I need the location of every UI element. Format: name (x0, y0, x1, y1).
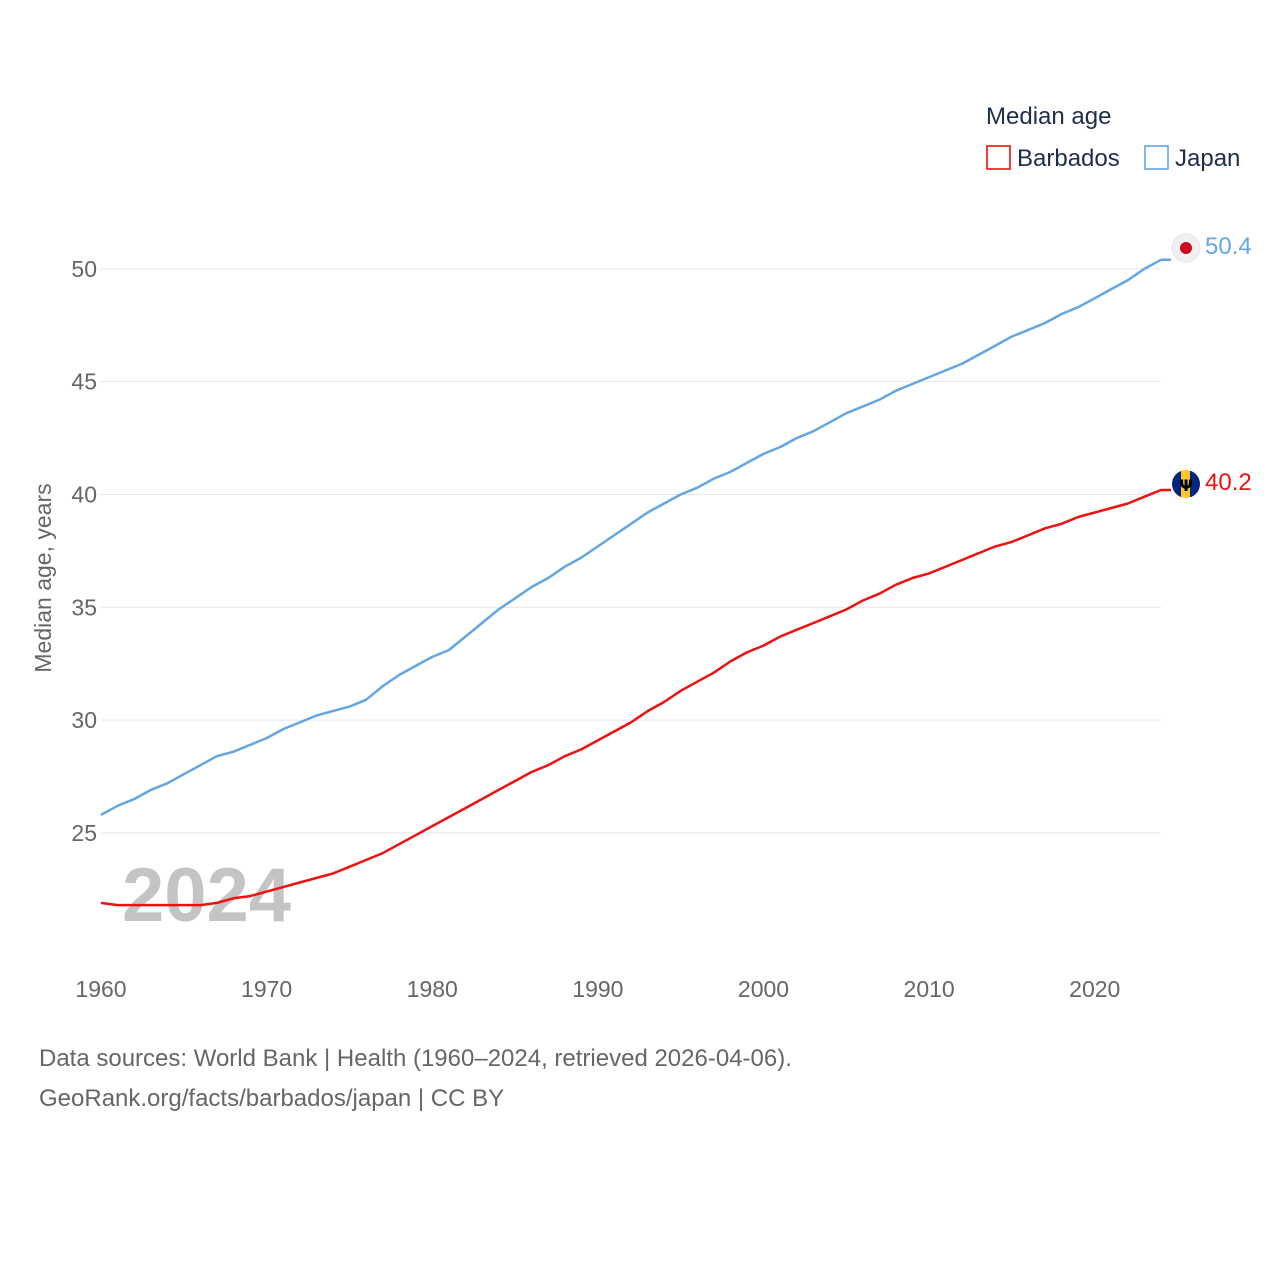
legend: Median age Barbados Japan (986, 103, 1240, 172)
y-tick-label: 50 (71, 256, 97, 282)
end-value-japan: 50.4 (1205, 233, 1252, 260)
y-tick-label: 30 (71, 707, 97, 733)
japan-flag-icon (1171, 233, 1201, 263)
y-axis-label: Median age, years (30, 483, 56, 672)
x-tick-label: 2020 (1069, 976, 1120, 1002)
svg-text:Ψ: Ψ (1179, 476, 1193, 495)
x-tick-label: 1980 (407, 976, 458, 1002)
footer-attribution[interactable]: GeoRank.org/facts/barbados/japan | CC BY (39, 1085, 505, 1112)
x-tick-label: 1970 (241, 976, 292, 1002)
y-tick-label: 45 (71, 369, 97, 395)
series-layer (100, 258, 1171, 907)
y-tick-label: 35 (71, 594, 97, 620)
legend-title: Median age (986, 103, 1111, 130)
x-tick-label: 2010 (904, 976, 955, 1002)
end-value-barbados: 40.2 (1205, 469, 1252, 496)
legend-swatch-barbados (986, 145, 1011, 170)
x-tick-label: 2000 (738, 976, 789, 1002)
x-tick-label: 1960 (75, 976, 126, 1002)
y-tick-label: 40 (71, 481, 97, 507)
legend-item-japan[interactable]: Japan (1144, 145, 1240, 172)
current-year-watermark: 2024 (122, 853, 291, 938)
x-tick-label: 1990 (572, 976, 623, 1002)
series-line-japan[interactable] (100, 258, 1171, 816)
grid-layer (101, 268, 1161, 834)
legend-swatch-japan (1144, 145, 1169, 170)
legend-label-barbados: Barbados (1017, 145, 1120, 172)
footer-sources: Data sources: World Bank | Health (1960–… (39, 1045, 792, 1072)
x-axis-ticks: 1960 1970 1980 1990 2000 2010 2020 (75, 976, 1120, 1002)
legend-item-barbados[interactable]: Barbados (986, 145, 1120, 172)
y-tick-label: 25 (71, 820, 97, 846)
barbados-flag-icon: Ψ (1172, 470, 1200, 498)
y-axis-ticks: 25 30 35 40 45 50 (71, 256, 97, 846)
series-line-barbados[interactable] (100, 488, 1171, 907)
legend-label-japan: Japan (1175, 145, 1240, 172)
